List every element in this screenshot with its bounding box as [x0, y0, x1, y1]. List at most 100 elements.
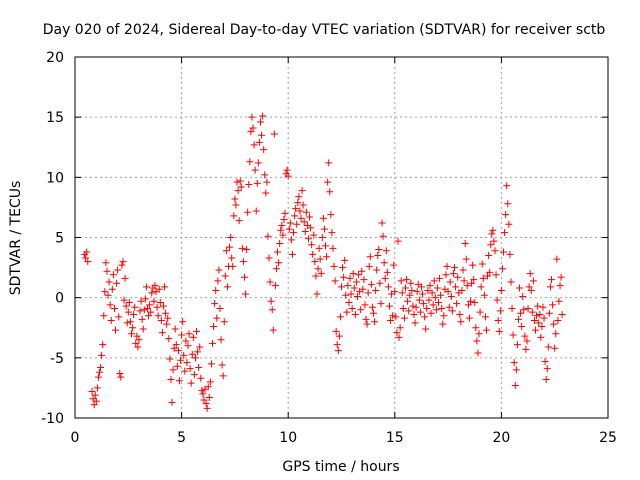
data-point: [261, 171, 269, 179]
data-point: [120, 296, 128, 304]
data-point: [131, 303, 139, 311]
data-point: [453, 300, 461, 308]
data-point: [187, 379, 195, 387]
data-point: [285, 225, 293, 233]
data-point: [205, 394, 213, 402]
data-point: [463, 282, 471, 290]
data-point: [470, 276, 478, 284]
data-point: [163, 320, 171, 328]
data-point: [212, 286, 220, 294]
data-point: [348, 304, 356, 312]
data-point: [473, 337, 481, 345]
data-point: [297, 214, 305, 222]
data-point: [534, 302, 542, 310]
data-point: [229, 262, 237, 270]
data-point: [310, 231, 318, 239]
data-point: [318, 234, 326, 241]
data-point: [215, 266, 223, 274]
data-point: [519, 292, 527, 300]
data-point: [126, 318, 134, 326]
data-point: [400, 314, 408, 322]
data-point: [153, 303, 161, 311]
data-point: [383, 268, 391, 276]
data-series: [81, 112, 566, 412]
data-point: [147, 308, 155, 316]
data-point: [124, 308, 132, 316]
data-point: [304, 235, 312, 243]
data-point: [385, 302, 393, 310]
data-point: [362, 315, 370, 323]
data-point: [485, 252, 493, 260]
data-point: [503, 182, 511, 190]
data-point: [116, 369, 124, 377]
data-point: [179, 318, 187, 326]
data-point: [506, 250, 514, 258]
data-point: [219, 372, 227, 380]
data-point: [508, 304, 516, 312]
data-point: [136, 307, 144, 315]
data-point: [476, 308, 484, 316]
data-point: [177, 356, 185, 364]
data-point: [189, 333, 197, 341]
data-point: [464, 301, 472, 309]
data-point: [174, 347, 182, 355]
data-point: [389, 312, 397, 320]
data-point: [319, 214, 327, 222]
data-point: [435, 298, 443, 306]
data-point: [550, 320, 558, 328]
data-point: [175, 377, 183, 385]
data-point: [554, 317, 562, 325]
data-point: [539, 303, 547, 311]
data-point: [328, 229, 336, 237]
data-point: [309, 250, 317, 258]
data-point: [421, 313, 429, 321]
data-point: [286, 219, 294, 227]
data-point: [366, 253, 374, 261]
data-point: [233, 178, 241, 186]
data-point: [520, 306, 528, 314]
data-point: [210, 323, 218, 331]
data-point: [277, 226, 285, 234]
data-point: [266, 278, 274, 286]
data-point: [552, 330, 560, 338]
data-point: [360, 276, 368, 284]
data-point: [489, 226, 497, 234]
axis-ticks: [74, 56, 609, 419]
data-point: [301, 227, 309, 235]
data-point: [130, 311, 138, 319]
data-point: [315, 244, 323, 252]
data-point: [99, 341, 107, 349]
data-point: [513, 341, 521, 349]
data-point: [475, 330, 483, 338]
data-point: [276, 240, 284, 248]
data-point: [423, 304, 431, 312]
data-point: [168, 398, 176, 406]
data-point: [358, 267, 366, 275]
data-point: [446, 278, 454, 286]
data-point: [349, 270, 357, 278]
data-point: [344, 282, 352, 290]
y-tick-label: -5: [50, 351, 64, 367]
data-point: [482, 326, 490, 334]
data-point: [504, 200, 512, 208]
data-point: [454, 273, 462, 281]
data-point: [112, 326, 120, 334]
data-point: [397, 277, 405, 285]
data-point: [296, 207, 304, 215]
data-point: [91, 391, 99, 399]
data-point: [234, 187, 242, 195]
data-point: [419, 290, 427, 298]
data-point: [127, 330, 135, 338]
data-point: [188, 350, 196, 358]
data-point: [173, 362, 181, 370]
x-tick-label: 5: [177, 430, 186, 446]
data-point: [379, 232, 387, 240]
data-point: [481, 313, 489, 321]
data-point: [237, 183, 245, 191]
data-point: [312, 272, 320, 280]
data-point: [202, 400, 210, 408]
data-point: [521, 332, 529, 340]
data-point: [129, 324, 137, 332]
data-point: [252, 207, 260, 215]
data-point: [138, 315, 146, 323]
